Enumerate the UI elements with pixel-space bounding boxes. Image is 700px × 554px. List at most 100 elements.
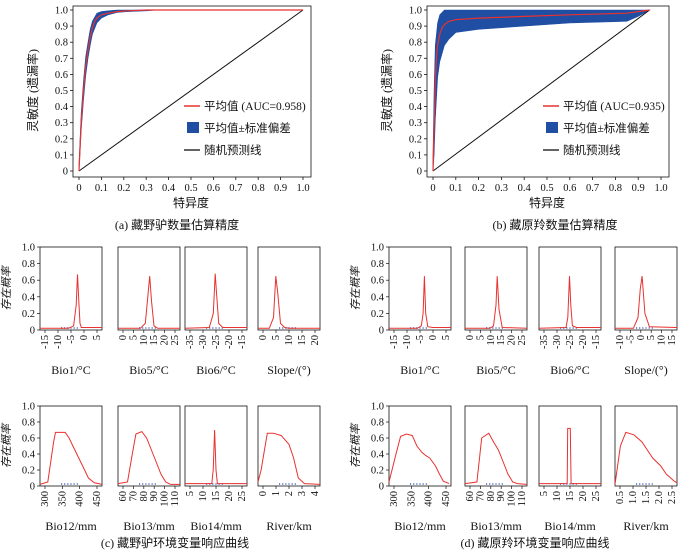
x-tick-label: 80 xyxy=(486,491,497,502)
response-panel-c_slope: 0 5 10 15 20 Slope/(°) xyxy=(257,246,321,377)
y-tick-label: 1.0 xyxy=(371,243,384,254)
y-tick-label: 0 xyxy=(417,167,422,178)
y-tick-label: 1.0 xyxy=(22,402,35,413)
y-tick-label: 0.8 xyxy=(371,418,384,429)
response-curve xyxy=(185,429,247,485)
y-axis-label: 灵敏度 (遗漏率) xyxy=(379,49,394,132)
y-axis-label: 存在概率 xyxy=(349,422,362,468)
x-tick-label: 2.0 xyxy=(654,491,665,504)
y-tick-label: 0 xyxy=(379,326,384,337)
response-panel-c_bio14: 5 10 15 20 25 Bio14/mm xyxy=(184,405,248,533)
x-tick-label: -20 xyxy=(578,335,589,349)
y-tick-label: 0.3 xyxy=(409,118,422,129)
x-tick-label: 3 xyxy=(297,491,308,496)
y-tick-label: 0 xyxy=(379,482,384,493)
x-tick-label: 0.6 xyxy=(207,183,220,194)
response-panel-c_bio13: 60 70 80 90 100 110 Bio13/mm xyxy=(117,405,181,533)
y-axis-label: 灵敏度 (遗漏率) xyxy=(25,49,40,132)
x-tick-label: 0.4 xyxy=(518,183,532,194)
legend-band-label: 平均值±标准偏差 xyxy=(563,121,650,135)
y-tick-label: 0.4 xyxy=(22,450,36,461)
plot-frame xyxy=(388,405,452,487)
std-band xyxy=(432,9,651,172)
response-panel-d_slope: -10 -5 0 5 10 15 Slope/(°) xyxy=(614,246,678,377)
x-axis-label: 特异度 xyxy=(529,195,565,210)
x-tick-label: -10 xyxy=(615,335,626,349)
x-tick-label: 0 xyxy=(430,183,435,194)
x-tick-label: 0 xyxy=(465,335,476,340)
x-tick-label: 70 xyxy=(475,491,486,502)
x-tick-label: 300 xyxy=(389,491,400,507)
x-tick-label: 5 xyxy=(185,491,196,496)
x-tick-label: -20 xyxy=(224,335,235,349)
y-tick-label: 0.4 xyxy=(409,102,423,113)
x-tick-label: -25 xyxy=(211,335,222,349)
mean-line xyxy=(432,9,650,172)
y-tick-label: 0.6 xyxy=(409,70,422,81)
x-tick-label: -5 xyxy=(625,335,636,344)
y-tick-label: 0.2 xyxy=(371,466,384,477)
roc-panels: 0 0.1 0.2 0.3 0.4 0.5 0.6 0.7 0.8 0.9 1.0 0 0.1 0.2 0.… xyxy=(25,6,670,210)
x-tick-label: 0.9 xyxy=(274,183,287,194)
response-panel-d_river: 0.5 1.0 1.5 2.0 2.5 River/km xyxy=(614,405,678,533)
x-tick-label: 90 xyxy=(149,491,160,502)
y-axis-label: 存在概率 xyxy=(349,265,362,311)
x-tick-label: -35 xyxy=(539,335,550,349)
x-tick-label: 0 xyxy=(428,335,439,340)
response-curve xyxy=(388,433,450,485)
response-panel-c_bio6: -35 -30 -25 -20 -15 Bio6/°C xyxy=(184,246,248,377)
plot-frame xyxy=(117,405,181,487)
x-tick-label: 350 xyxy=(406,491,417,507)
x-tick-label: 0.1 xyxy=(95,183,108,194)
mean-line xyxy=(78,9,303,172)
x-tick-label: 350 xyxy=(57,491,68,507)
x-tick-label: 110 xyxy=(517,491,528,506)
y-axis-label: 存在概率 xyxy=(0,265,13,311)
random-line xyxy=(432,9,650,172)
y-tick-label: 0.1 xyxy=(55,150,68,161)
y-tick-label: 0.8 xyxy=(22,418,35,429)
x-tick-label: 0.4 xyxy=(162,183,176,194)
x-tick-label: 2 xyxy=(284,491,295,496)
x-tick-label: -15 xyxy=(237,335,248,349)
x-axis-label: Bio6/°C xyxy=(550,363,589,377)
response-panel-d_bio13: 60 70 80 90 100 110 Bio13/mm xyxy=(464,405,528,533)
y-tick-label: 0.4 xyxy=(55,102,69,113)
y-axis-label: 存在概率 xyxy=(0,422,13,468)
x-tick-label: -35 xyxy=(185,335,196,349)
legend-band-swatch xyxy=(187,122,199,133)
x-tick-label: 0.1 xyxy=(449,183,462,194)
plot-frame xyxy=(39,405,103,487)
x-tick-label: 10 xyxy=(284,335,295,346)
y-tick-label: 1.0 xyxy=(409,6,422,17)
x-tick-label: 5 xyxy=(539,491,550,496)
x-tick-label: -15 xyxy=(40,335,51,349)
x-tick-label: 5 xyxy=(441,335,452,340)
x-axis-label: Bio13/mm xyxy=(123,519,175,533)
y-tick-label: 0.8 xyxy=(371,259,384,270)
response-panel-d_bio14: 5 10 15 20 25 Bio14/mm xyxy=(538,405,602,533)
y-tick-label: 0.3 xyxy=(55,118,68,129)
response-curve xyxy=(39,431,103,485)
plot-frame xyxy=(257,405,321,487)
legend-band-swatch xyxy=(546,122,558,133)
x-tick-label: 60 xyxy=(118,491,129,502)
x-tick-label: 0 xyxy=(76,183,81,194)
x-tick-label: 20 xyxy=(160,335,171,346)
random-line xyxy=(78,9,304,172)
x-tick-label: 10 xyxy=(139,335,150,346)
x-tick-label: 2.5 xyxy=(667,491,678,504)
y-tick-label: 0.5 xyxy=(55,86,68,97)
caption-b: (b) 藏原羚数量估算精度 xyxy=(493,217,618,232)
x-axis-label: 特异度 xyxy=(173,195,209,210)
x-tick-label: 0.5 xyxy=(615,491,626,504)
x-tick-label: -15 xyxy=(389,335,400,349)
x-tick-label: 10 xyxy=(552,491,563,502)
x-axis-label: Bio12/mm xyxy=(45,519,97,533)
response-curve xyxy=(184,273,247,329)
response-curve xyxy=(118,276,180,329)
legend-random-label: 随机预测线 xyxy=(563,143,621,157)
x-tick-label: 450 xyxy=(441,491,452,507)
